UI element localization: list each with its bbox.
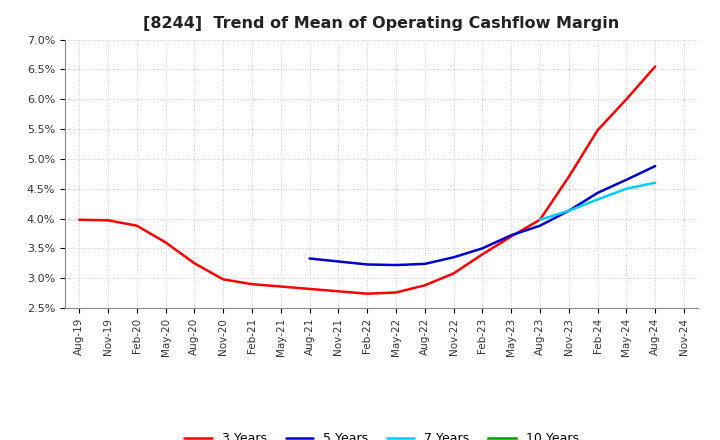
3 Years — [219, 277, 228, 282]
7 Years — [651, 180, 660, 185]
7 Years — [564, 208, 573, 213]
5 Years — [507, 233, 516, 238]
5 Years — [536, 223, 544, 228]
3 Years — [305, 286, 314, 292]
5 Years — [392, 262, 400, 268]
3 Years — [75, 217, 84, 222]
Legend: 3 Years, 5 Years, 7 Years, 10 Years: 3 Years, 5 Years, 7 Years, 10 Years — [179, 427, 584, 440]
5 Years — [334, 259, 343, 264]
3 Years — [449, 271, 458, 276]
3 Years — [392, 290, 400, 295]
3 Years — [507, 234, 516, 239]
5 Years — [420, 261, 429, 267]
3 Years — [363, 291, 372, 296]
5 Years — [564, 208, 573, 213]
3 Years — [248, 282, 256, 287]
3 Years — [420, 282, 429, 288]
3 Years — [651, 64, 660, 69]
5 Years — [651, 163, 660, 169]
3 Years — [622, 97, 631, 102]
5 Years — [305, 256, 314, 261]
7 Years — [622, 186, 631, 191]
3 Years — [564, 174, 573, 180]
5 Years — [593, 190, 602, 195]
Line: 3 Years: 3 Years — [79, 66, 655, 293]
3 Years — [161, 240, 170, 245]
3 Years — [334, 289, 343, 294]
3 Years — [536, 217, 544, 222]
3 Years — [478, 252, 487, 257]
Line: 7 Years: 7 Years — [540, 183, 655, 220]
5 Years — [449, 255, 458, 260]
3 Years — [132, 223, 141, 228]
7 Years — [593, 197, 602, 202]
7 Years — [536, 217, 544, 222]
5 Years — [622, 177, 631, 183]
3 Years — [276, 284, 285, 289]
Line: 5 Years: 5 Years — [310, 166, 655, 265]
3 Years — [593, 128, 602, 133]
5 Years — [478, 246, 487, 251]
Title: [8244]  Trend of Mean of Operating Cashflow Margin: [8244] Trend of Mean of Operating Cashfl… — [143, 16, 620, 32]
3 Years — [104, 218, 112, 223]
5 Years — [363, 262, 372, 267]
3 Years — [190, 260, 199, 266]
